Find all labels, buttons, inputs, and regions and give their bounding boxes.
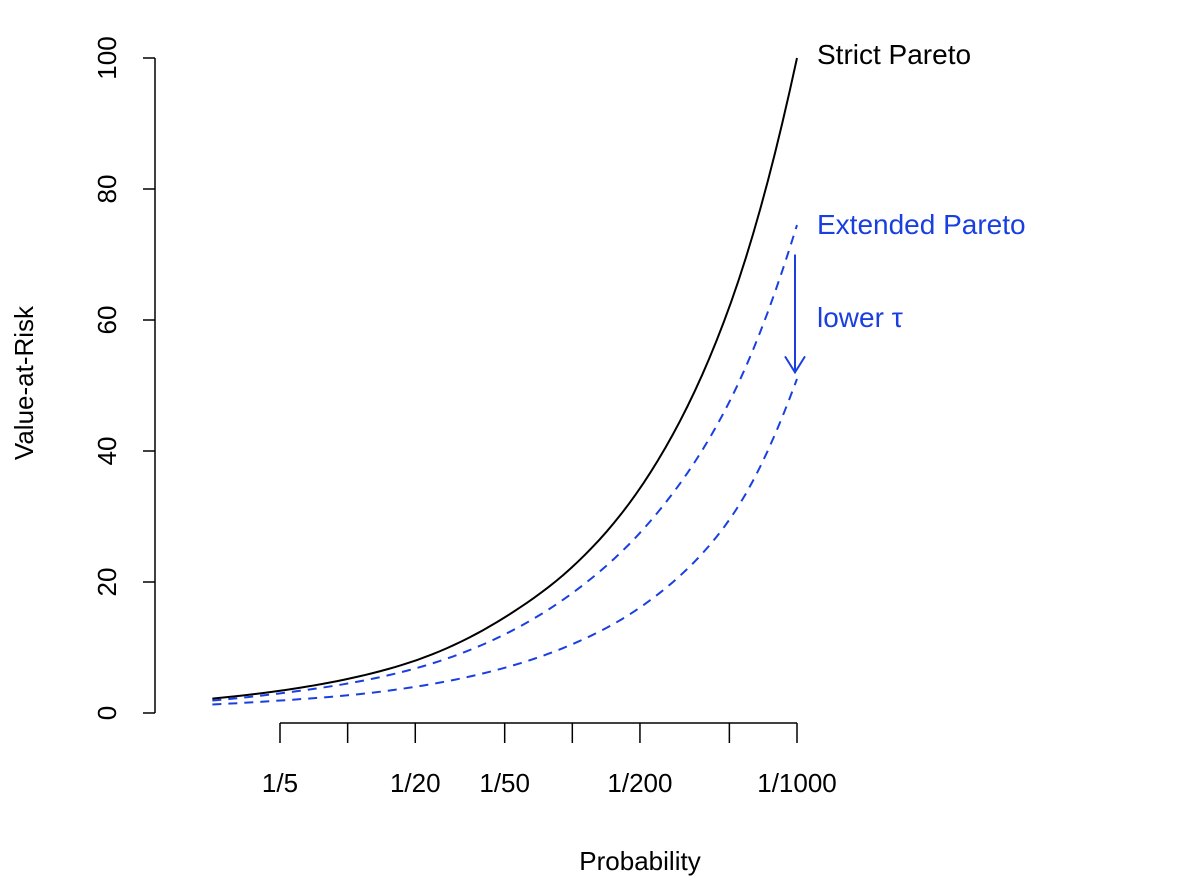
y-tick-label: 0 <box>92 706 122 720</box>
y-tick-label: 60 <box>92 306 122 335</box>
x-tick-label: 1/50 <box>479 768 530 798</box>
x-axis-label: Probability <box>579 846 700 876</box>
arrow-head <box>784 355 806 375</box>
y-axis: 0 20 40 60 80 100 <box>92 36 156 720</box>
label-extended-pareto: Extended Pareto <box>817 209 1026 240</box>
x-tick-label: 1/5 <box>262 768 298 798</box>
series-line-1 <box>212 224 798 702</box>
y-tick-label: 40 <box>92 437 122 466</box>
x-tick-label: 1/1000 <box>757 768 837 798</box>
series-group <box>212 57 798 706</box>
series-line-2 <box>212 378 798 706</box>
x-tick-label: 1/20 <box>390 768 441 798</box>
y-tick-label: 20 <box>92 568 122 597</box>
y-axis-label: Value-at-Risk <box>9 305 39 460</box>
label-strict-pareto: Strict Pareto <box>817 39 971 70</box>
y-tick-label: 80 <box>92 175 122 204</box>
x-axis: 1/5 1/20 1/50 1/200 1/1000 <box>262 722 837 798</box>
x-tick-label: 1/200 <box>607 768 672 798</box>
series-line-0 <box>212 57 798 700</box>
label-lower-tau: lower τ <box>817 302 903 333</box>
lower-tau-arrow <box>784 254 806 375</box>
y-tick-label: 100 <box>92 36 122 79</box>
